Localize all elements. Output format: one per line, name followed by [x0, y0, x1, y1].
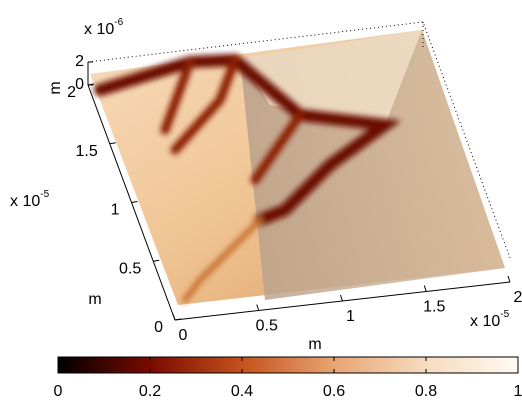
base: x 10: [470, 313, 500, 330]
z-axis-label: m: [47, 81, 64, 94]
x-tick: [507, 275, 511, 283]
z-multiplier: x 10-6: [84, 17, 124, 39]
x-tick-label: 0.5: [256, 318, 278, 335]
y-tick: [153, 259, 160, 262]
colorbar-tick-label: 0: [54, 383, 63, 400]
colorbar-tick-label: 0.8: [415, 383, 437, 400]
y-tick: [174, 318, 182, 321]
x-tick: [423, 285, 427, 292]
x-tick: [172, 313, 176, 321]
y-tick-label: 0.5: [119, 260, 141, 277]
y-tick-label: 2: [67, 84, 76, 101]
colorbar-tick-label: 0.2: [139, 383, 161, 400]
z-tick-label: 0: [75, 76, 84, 93]
x-axis-label: m: [308, 336, 321, 353]
colorbar: [57, 356, 519, 374]
exponent: -5: [500, 309, 509, 320]
y-tick-label: 1: [111, 202, 120, 219]
x-tick-label: 0: [179, 327, 188, 344]
y-tick-label: 1.5: [76, 143, 98, 160]
colorbar-tick-label: 1: [514, 383, 522, 400]
x-multiplier: x 10-5: [470, 309, 510, 331]
y-axis-label: m: [88, 291, 101, 308]
base: x 10: [84, 21, 114, 38]
x-tick-label: 1: [346, 308, 355, 325]
y-tick: [131, 201, 138, 203]
x-tick: [340, 294, 343, 302]
exponent: -6: [114, 17, 123, 28]
colorbar-tick-label: 0.6: [323, 383, 345, 400]
y-tick: [109, 142, 116, 145]
y-tick-label: 0: [154, 319, 163, 336]
surface: [90, 30, 505, 305]
x-tick-label: 2: [514, 289, 522, 306]
y-multiplier: x 10-5: [10, 189, 50, 211]
colorbar-tick-label: 0.4: [231, 383, 253, 400]
labels: m m m x 10-5 x 10-5 x 10-6: [10, 17, 510, 354]
x-tick: [256, 304, 260, 311]
exponent: -5: [40, 189, 49, 200]
x-tick-label: 1.5: [423, 299, 445, 316]
base: x 10: [10, 193, 40, 210]
z-tick-label: 2: [75, 53, 84, 70]
